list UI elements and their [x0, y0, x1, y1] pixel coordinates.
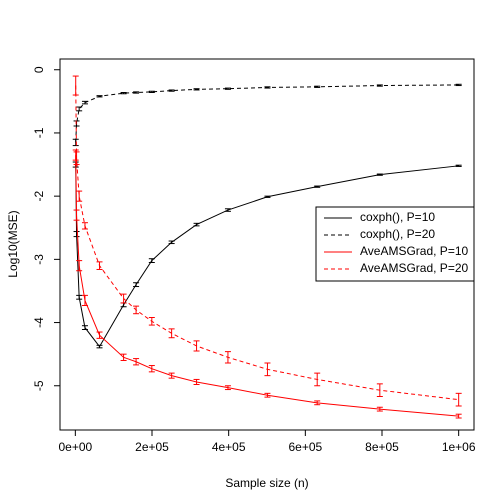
error-bar: [264, 86, 271, 89]
legend-label: AveAMSGrad, P=20: [360, 261, 468, 275]
error-bar: [455, 413, 462, 419]
y-tick-label: -3: [32, 254, 46, 265]
error-bar: [76, 190, 83, 202]
error-bar: [76, 294, 83, 300]
legend-label: coxph(), P=10: [360, 210, 435, 224]
error-bar: [264, 392, 271, 398]
error-bar: [72, 75, 79, 96]
error-bar: [264, 195, 271, 198]
y-tick-label: 0: [32, 66, 46, 73]
error-bar: [96, 344, 103, 349]
error-bar: [81, 100, 88, 105]
error-bar: [168, 240, 175, 245]
error-bar: [81, 325, 88, 331]
y-tick-label: -2: [32, 190, 46, 201]
error-bar: [224, 385, 231, 391]
error-bar: [264, 362, 271, 377]
x-tick-label: 0e+00: [58, 440, 92, 454]
error-bar: [73, 151, 80, 166]
error-bar: [376, 406, 383, 412]
error-bar: [455, 164, 462, 167]
error-bar: [148, 365, 155, 373]
error-bar: [73, 231, 80, 238]
error-bar: [193, 378, 200, 385]
error-bar: [133, 91, 140, 94]
error-bar: [314, 185, 321, 188]
error-bar: [133, 358, 140, 366]
x-tick-label: 2e+05: [135, 440, 169, 454]
legend-box: [315, 206, 475, 282]
error-bar: [96, 331, 103, 339]
legend-label: AveAMSGrad, P=10: [360, 244, 468, 258]
x-tick-label: 4e+05: [212, 440, 246, 454]
error-bar: [133, 305, 140, 315]
series-line: [75, 155, 459, 417]
error-bar: [120, 353, 127, 361]
error-bar: [73, 209, 80, 221]
x-tick-label: 1e+06: [442, 440, 476, 454]
error-bar: [376, 383, 383, 398]
error-bar: [148, 90, 155, 93]
error-bar: [193, 222, 200, 227]
x-tick-label: 6e+05: [288, 440, 322, 454]
legend-label: coxph(), P=20: [360, 227, 435, 241]
error-bar: [81, 222, 88, 230]
error-bar: [314, 372, 321, 387]
error-bar: [120, 302, 127, 308]
error-bar: [376, 173, 383, 176]
error-bar: [193, 340, 200, 352]
error-bar: [96, 261, 103, 270]
error-bar: [81, 294, 88, 306]
error-bar: [148, 316, 155, 326]
error-bar: [133, 282, 140, 288]
error-bar: [314, 400, 321, 406]
y-tick-label: -5: [32, 380, 46, 391]
error-bar: [224, 351, 231, 364]
error-bar: [376, 84, 383, 87]
error-bar: [72, 138, 79, 147]
x-tick-label: 8e+05: [365, 440, 399, 454]
error-bar: [224, 87, 231, 90]
error-bar: [168, 372, 175, 379]
error-bar: [148, 258, 155, 264]
y-axis-label: Log10(MSE): [6, 210, 20, 277]
error-bar: [193, 88, 200, 91]
error-bar: [168, 328, 175, 339]
error-bar: [455, 83, 462, 87]
y-tick-label: -1: [32, 127, 46, 138]
error-bar: [76, 260, 83, 272]
error-bar: [76, 106, 83, 112]
error-bar: [120, 293, 127, 304]
error-bar: [455, 392, 462, 407]
error-bar: [314, 85, 321, 88]
error-bar: [96, 95, 103, 98]
error-bar: [120, 91, 127, 95]
error-bar: [224, 208, 231, 212]
error-bar: [168, 89, 175, 92]
x-axis-label: Sample size (n): [225, 476, 308, 490]
y-tick-label: -4: [32, 317, 46, 328]
